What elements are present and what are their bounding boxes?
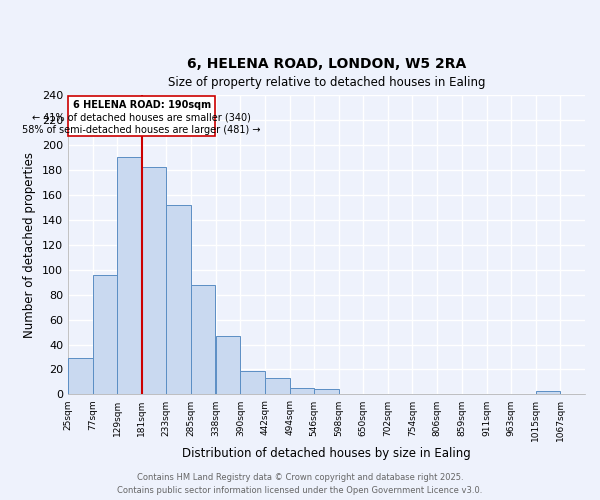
Text: 6 HELENA ROAD: 190sqm: 6 HELENA ROAD: 190sqm (73, 100, 211, 110)
Bar (68, 358, 92, 395)
Bar (166, 204, 191, 394)
Text: ← 41% of detached houses are smaller (340): ← 41% of detached houses are smaller (34… (32, 112, 251, 122)
Bar (290, 388, 314, 394)
Text: 58% of semi-detached houses are larger (481) →: 58% of semi-detached houses are larger (… (22, 125, 261, 135)
Bar (142, 167, 166, 394)
Bar (117, 157, 142, 394)
Bar (216, 336, 241, 394)
Y-axis label: Number of detached properties: Number of detached properties (23, 152, 36, 338)
Bar (536, 390, 560, 394)
FancyBboxPatch shape (68, 96, 215, 136)
Bar (314, 390, 339, 394)
Bar (191, 284, 215, 395)
Bar (92, 274, 117, 394)
X-axis label: Distribution of detached houses by size in Ealing: Distribution of detached houses by size … (182, 447, 471, 460)
Text: Contains HM Land Registry data © Crown copyright and database right 2025.
Contai: Contains HM Land Registry data © Crown c… (118, 474, 482, 495)
Bar (265, 378, 290, 394)
Bar (241, 370, 265, 394)
Text: Size of property relative to detached houses in Ealing: Size of property relative to detached ho… (168, 76, 485, 89)
Text: 6, HELENA ROAD, LONDON, W5 2RA: 6, HELENA ROAD, LONDON, W5 2RA (187, 57, 466, 71)
